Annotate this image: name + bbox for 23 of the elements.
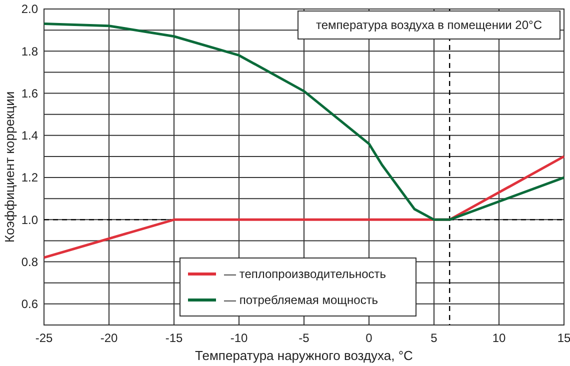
x-tick-label: -20	[100, 331, 118, 345]
legend-label: — потребляемая мощность	[224, 293, 378, 307]
y-tick-label: 1.8	[21, 44, 38, 58]
x-tick-label: 5	[430, 331, 438, 345]
x-tick-label: -10	[230, 331, 248, 345]
x-axis-title: Температура наружного воздуха, °С	[195, 348, 413, 363]
y-tick-label: 0.6	[21, 297, 38, 312]
y-tick-label: 2.0	[21, 2, 38, 16]
x-tick-label: 10	[492, 331, 506, 345]
y-tick-label: 1.2	[21, 170, 38, 185]
line-series	[42, 22, 566, 221]
y-tick-label: 1.0	[21, 212, 38, 227]
y-tick-label: 1.6	[21, 86, 38, 100]
x-tick-label: 0	[366, 331, 373, 345]
legend-label: — теплопроизводительность	[224, 267, 386, 281]
y-axis-title: Коэффициент коррекции	[2, 91, 17, 243]
x-tick-label: -15	[165, 331, 183, 345]
x-tick-label: -25	[35, 331, 53, 345]
x-tick-label: -5	[298, 331, 310, 345]
x-tick-label: 15	[557, 331, 570, 345]
y-tick-label: 0.8	[21, 255, 38, 269]
y-tick-label: 1.4	[21, 128, 38, 143]
annotation: температура воздуха в помещении 20°С	[316, 18, 542, 32]
